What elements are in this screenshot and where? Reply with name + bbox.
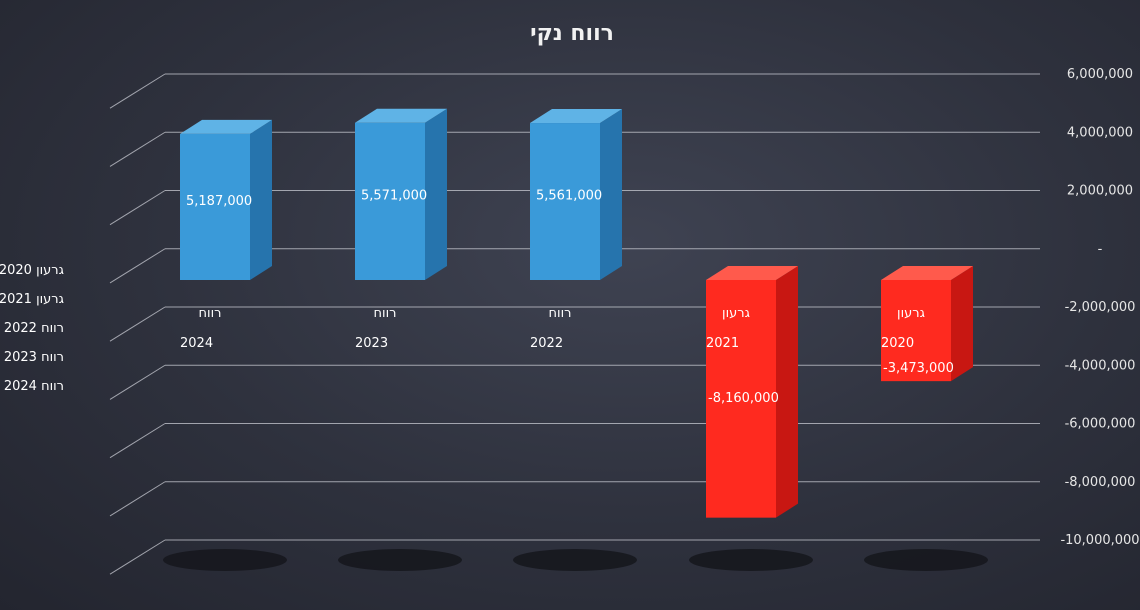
bar-top <box>355 108 447 123</box>
y-tick-label: -2,000,000 <box>1065 300 1136 315</box>
data-label: -3,473,000 <box>883 361 954 376</box>
data-label: 5,571,000 <box>361 188 427 203</box>
y-tick-label: 6,000,000 <box>1067 67 1133 82</box>
y-tick-label: 2,000,000 <box>1067 184 1133 199</box>
category-label: גרעון <box>897 306 925 321</box>
bar-side <box>425 108 447 280</box>
gridline-depth <box>109 481 166 517</box>
category-label: רווח <box>549 306 572 321</box>
bar <box>530 123 600 280</box>
gridline-depth <box>109 423 166 459</box>
bar-top <box>706 266 798 280</box>
bar-shadow <box>338 549 462 571</box>
bar <box>355 122 425 280</box>
bar <box>180 133 250 280</box>
bar-shadow <box>689 549 813 571</box>
y-axis: 6,000,000 4,000,000 2,000,000 - -2,000,000 -4… <box>1060 67 1139 548</box>
gridline-depth <box>109 539 166 575</box>
category-label: גרעון <box>722 306 750 321</box>
category-year: 2021 <box>706 336 739 351</box>
bars <box>180 108 973 518</box>
bar <box>881 280 951 382</box>
bar-side <box>250 119 272 281</box>
bar <box>706 280 776 518</box>
bar-top <box>180 119 272 134</box>
category-year: 2024 <box>180 336 213 351</box>
legend-item: 2020 גרעון <box>0 263 64 278</box>
y-tick-label: -8,000,000 <box>1065 475 1136 490</box>
bar-top <box>530 109 622 124</box>
legend-item: 2023 רווח <box>4 350 64 365</box>
bar-shadow <box>864 549 988 571</box>
y-tick-label: -10,000,000 <box>1060 533 1139 548</box>
legend-item: 2021 גרעון <box>0 292 64 307</box>
category-label: רווח <box>199 306 222 321</box>
gridline-depth <box>109 73 166 109</box>
category-year: 2023 <box>355 336 388 351</box>
category-label: רווח <box>374 306 397 321</box>
y-tick-label: -4,000,000 <box>1065 358 1136 373</box>
data-labels: 5,187,000 רווח 2024 5,571,000 רווח 2023 5,561,… <box>180 188 954 406</box>
gridline-depth <box>109 306 166 342</box>
y-tick-label: - <box>1098 242 1103 257</box>
y-tick-label: -6,000,000 <box>1065 417 1136 432</box>
bar-side <box>776 266 798 518</box>
bar-shadow <box>163 549 287 571</box>
bar-shadow <box>513 549 637 571</box>
gridline-depth <box>109 364 166 400</box>
legend-item: 2024 רווח <box>4 379 64 394</box>
legend-item: 2022 רווח <box>4 321 64 336</box>
bar-side <box>951 266 973 382</box>
gridline-depth <box>109 190 166 226</box>
chart-title: רווח נקי <box>530 21 614 46</box>
category-year: 2022 <box>530 336 563 351</box>
category-year: 2020 <box>881 336 914 351</box>
data-label: 5,561,000 <box>536 189 602 204</box>
data-label: -8,160,000 <box>708 391 779 406</box>
bar-top <box>881 266 973 280</box>
bar-side <box>600 109 622 280</box>
data-label: 5,187,000 <box>186 194 252 209</box>
gridline-depth <box>109 248 166 284</box>
gridline-depth <box>109 131 166 167</box>
bar-shadows <box>163 549 988 571</box>
legend: 2020 גרעון 2021 גרעון 2022 רווח 2023 רווח 20… <box>0 263 64 394</box>
y-tick-label: 4,000,000 <box>1067 125 1133 140</box>
